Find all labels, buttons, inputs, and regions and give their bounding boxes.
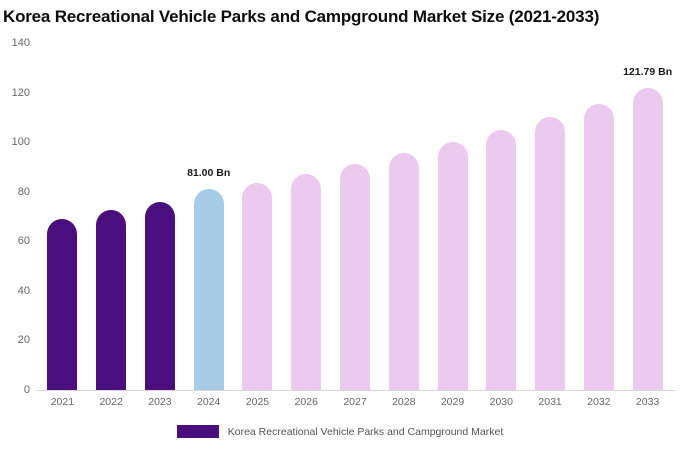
x-tick-label-2022: 2022 — [99, 396, 123, 408]
chart-title: Korea Recreational Vehicle Parks and Cam… — [3, 7, 600, 26]
bar-2023 — [144, 201, 175, 390]
bar-2029 — [437, 142, 468, 390]
data-label-2033: 121.79 Bn — [623, 66, 673, 79]
bar-2032 — [583, 103, 614, 390]
bar-2021 — [47, 218, 78, 390]
y-tick-label: 120 — [11, 86, 30, 99]
x-tick-label-2026: 2026 — [294, 396, 318, 408]
bar-2028 — [388, 153, 419, 390]
plot-area: 81.00 Bn 121.79 Bn — [38, 43, 672, 390]
x-tick-label-2025: 2025 — [245, 396, 270, 408]
x-tick-label-2021: 2021 — [50, 396, 75, 408]
bar-2031 — [535, 117, 566, 390]
y-tick-label: 40 — [17, 284, 30, 297]
x-tick-label-2029: 2029 — [440, 396, 465, 408]
y-tick-label: 60 — [17, 235, 30, 248]
x-tick-label-2024: 2024 — [197, 396, 221, 408]
x-axis-line — [36, 390, 676, 391]
bar-2027 — [340, 164, 370, 390]
legend-swatch-icon — [176, 425, 219, 438]
x-tick-label-2030: 2030 — [489, 396, 513, 408]
data-label-2024: 81.00 Bn — [187, 167, 231, 180]
x-tick-label-2031: 2031 — [538, 396, 562, 408]
x-tick-label-2023: 2023 — [148, 396, 172, 408]
x-tick-label-2028: 2028 — [392, 396, 416, 408]
bar-2030 — [486, 129, 517, 390]
y-axis: 0 20 40 60 80 100 120 140 — [0, 37, 32, 396]
bar-2022 — [96, 210, 127, 390]
legend: Korea Recreational Vehicle Parks and Cam… — [0, 425, 680, 438]
bar-2033 — [632, 88, 663, 390]
x-tick-label-2027: 2027 — [343, 396, 367, 408]
x-tick-label-2032: 2032 — [587, 396, 611, 408]
x-axis: 2021 2022 2023 2024 2025 2026 2027 2028 2029 2030… — [38, 396, 672, 412]
y-tick-label: 80 — [17, 185, 30, 198]
legend-label: Korea Recreational Vehicle Parks and Cam… — [227, 425, 504, 438]
y-tick-label: 0 — [23, 384, 30, 396]
y-tick-label: 20 — [17, 334, 30, 347]
bar-2024 — [193, 189, 224, 390]
bar-2025 — [242, 183, 273, 390]
x-tick-label-2033: 2033 — [635, 396, 660, 408]
y-tick-label: 140 — [11, 37, 30, 49]
bar-2026 — [291, 174, 322, 390]
y-tick-label: 100 — [11, 136, 30, 149]
